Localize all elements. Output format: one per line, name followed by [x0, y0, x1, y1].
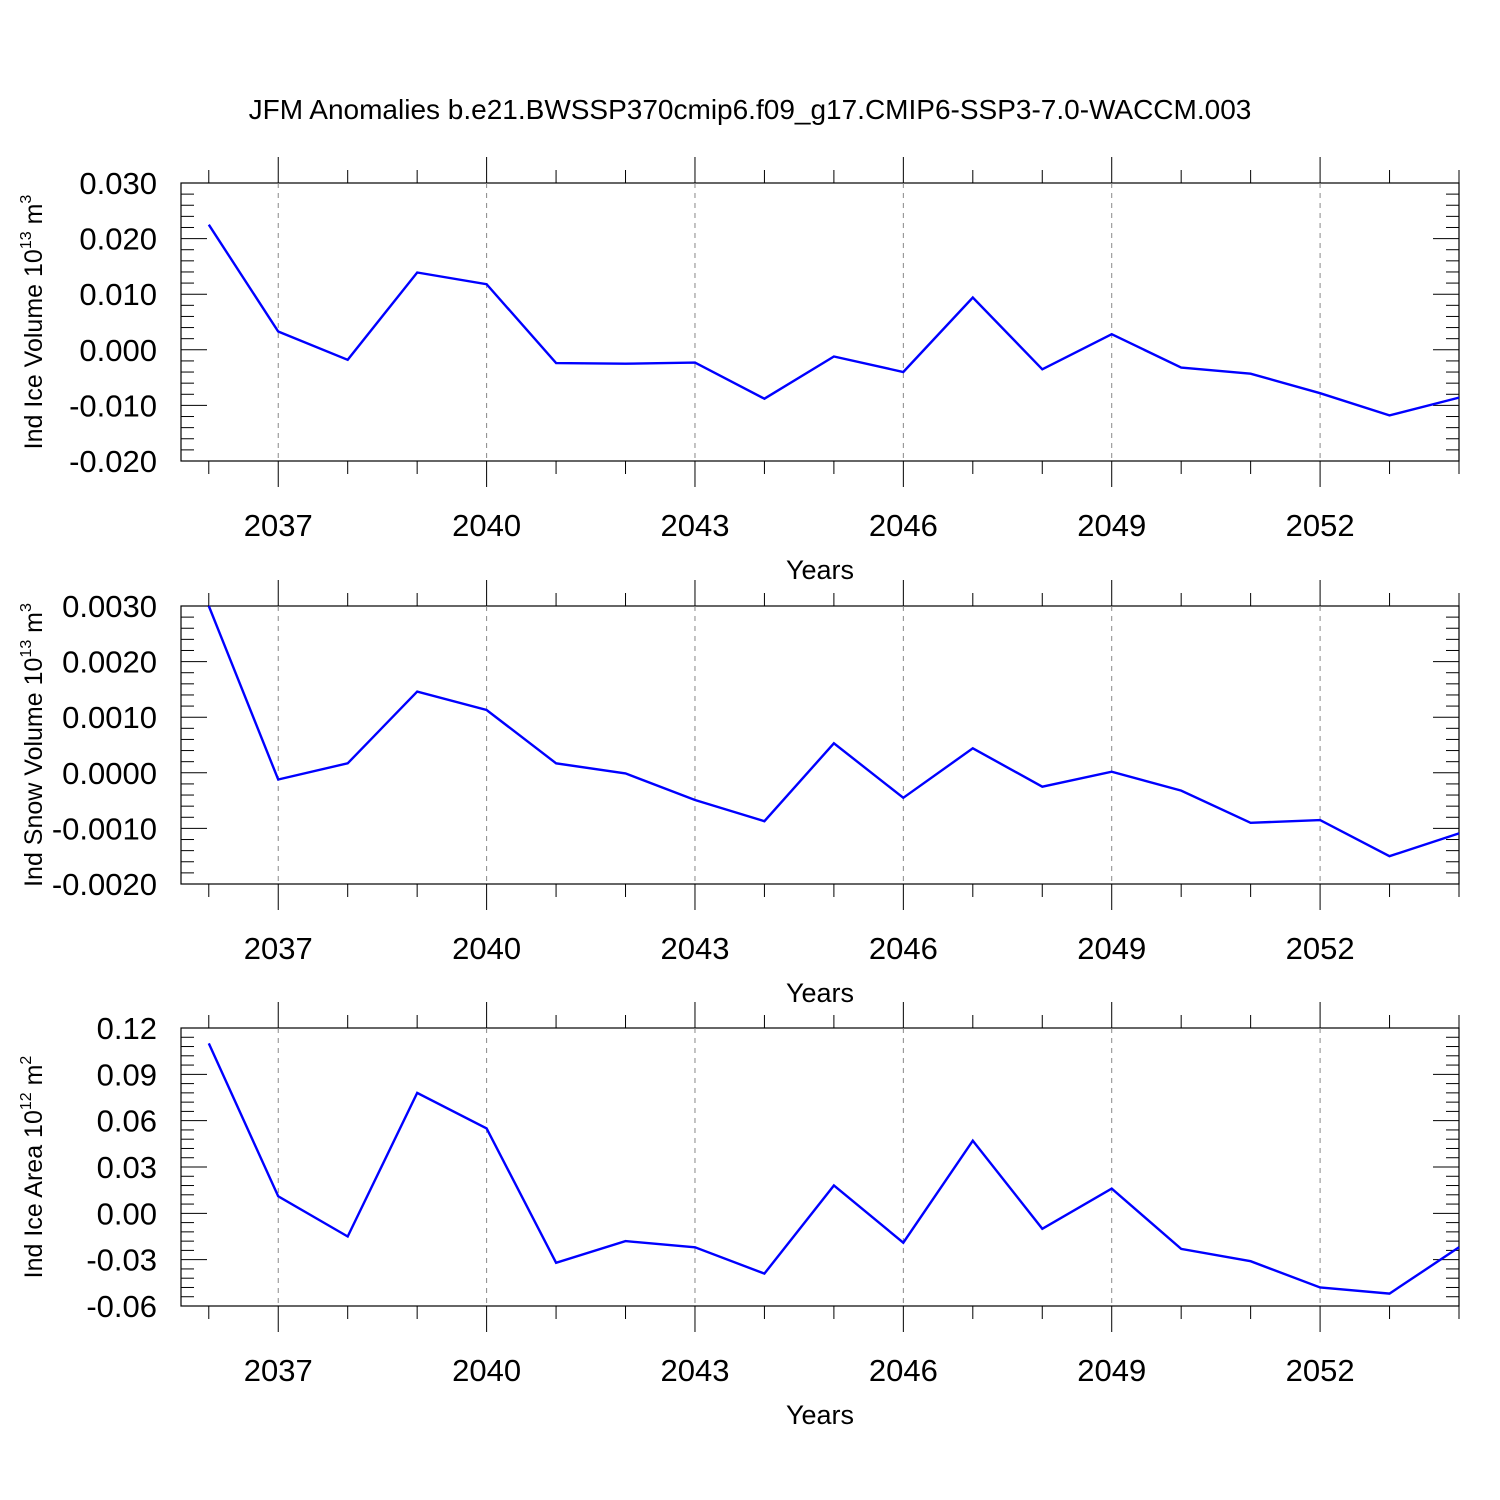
series-line	[207, 1042, 1460, 1295]
y-tick-label: -0.020	[69, 444, 157, 479]
y-axis-label: Ind Snow Volume 1013 m3	[18, 603, 48, 887]
x-tick-label: 2049	[1077, 1353, 1146, 1388]
y-axis-label-prefix: Ind Snow Volume 10	[20, 658, 48, 887]
x-tick-label: 2040	[452, 1353, 521, 1388]
x-tick-label: 2043	[660, 508, 729, 543]
y-axis-label-exponent: 13	[18, 231, 35, 249]
y-tick-label: 0.010	[79, 277, 157, 312]
y-tick-label: -0.0010	[52, 811, 157, 846]
x-tick-label: 2052	[1286, 508, 1355, 543]
y-axis-label-unit: m	[20, 204, 48, 232]
x-tick-label: 2037	[244, 931, 313, 966]
y-tick-label: 0.06	[97, 1104, 157, 1139]
x-tick-label: 2043	[660, 1353, 729, 1388]
x-tick-label: 2052	[1286, 1353, 1355, 1388]
x-tick-label: 2037	[244, 508, 313, 543]
y-tick-label: 0.12	[97, 1011, 157, 1046]
y-axis-label-unit_exponent: 3	[18, 195, 35, 204]
y-tick-label: -0.03	[86, 1243, 157, 1278]
y-axis-label-prefix: Ind Ice Area 10	[20, 1110, 48, 1278]
y-tick-label: 0.09	[97, 1057, 157, 1092]
y-axis-label: Ind Ice Area 1012 m2	[18, 1056, 48, 1279]
x-axis-label: Years	[786, 555, 854, 585]
y-tick-label: 0.0010	[62, 700, 157, 735]
y-tick-label: 0.020	[79, 222, 157, 257]
y-tick-label: -0.010	[69, 388, 157, 423]
chart-panel-3: 2037 2040 2043 2046 2049 2052 0.12 0.09 0.06 0.03…	[18, 1002, 1460, 1430]
series-line	[207, 605, 1460, 858]
y-tick-label: 0.030	[79, 166, 157, 201]
y-tick-label: 0.000	[79, 333, 157, 368]
x-tick-label: 2037	[244, 1353, 313, 1388]
y-axis-label-exponent: 13	[18, 640, 35, 658]
x-tick-label: 2046	[869, 1353, 938, 1388]
y-tick-label: 0.00	[97, 1196, 157, 1231]
x-tick-label: 2049	[1077, 508, 1146, 543]
y-axis-label-exponent: 12	[18, 1092, 35, 1110]
series-line	[207, 224, 1460, 417]
y-axis-label: Ind Ice Volume 1013 m3	[18, 195, 48, 450]
y-tick-label: 0.0020	[62, 645, 157, 680]
y-axis-label-prefix: Ind Ice Volume 10	[20, 249, 48, 449]
x-tick-label: 2046	[869, 931, 938, 966]
x-tick-label: 2043	[660, 931, 729, 966]
y-axis-label-unit: m	[20, 1065, 48, 1093]
panels: 2037 2040 2043 2046 2049 2052 0.030 0.020 0.010 0…	[18, 157, 1460, 1430]
plot-frame	[180, 605, 1460, 885]
y-axis-label-unit: m	[20, 612, 48, 640]
chart-panel-2: 2037 2040 2043 2046 2049 2052 0.0030 0.0020 0.00…	[18, 580, 1460, 1008]
x-tick-label: 2052	[1286, 931, 1355, 966]
x-axis-label: Years	[786, 1400, 854, 1430]
figure-title: JFM Anomalies b.e21.BWSSP370cmip6.f09_g1…	[249, 94, 1252, 125]
plot-frame	[180, 1027, 1460, 1307]
x-tick-label: 2049	[1077, 931, 1146, 966]
x-tick-label: 2040	[452, 508, 521, 543]
y-axis-label-unit_exponent: 2	[18, 1056, 35, 1065]
y-tick-label: -0.0020	[52, 867, 157, 902]
plot-frame	[180, 182, 1460, 462]
y-tick-label: 0.0030	[62, 589, 157, 624]
y-tick-label: -0.06	[86, 1289, 157, 1324]
y-tick-label: 0.03	[97, 1150, 157, 1185]
chart-panel-1: 2037 2040 2043 2046 2049 2052 0.030 0.020 0.010 0…	[18, 157, 1460, 585]
x-axis-label: Years	[786, 978, 854, 1008]
y-axis-label-unit_exponent: 3	[18, 603, 35, 612]
x-tick-label: 2046	[869, 508, 938, 543]
y-tick-label: 0.0000	[62, 756, 157, 791]
x-tick-label: 2040	[452, 931, 521, 966]
